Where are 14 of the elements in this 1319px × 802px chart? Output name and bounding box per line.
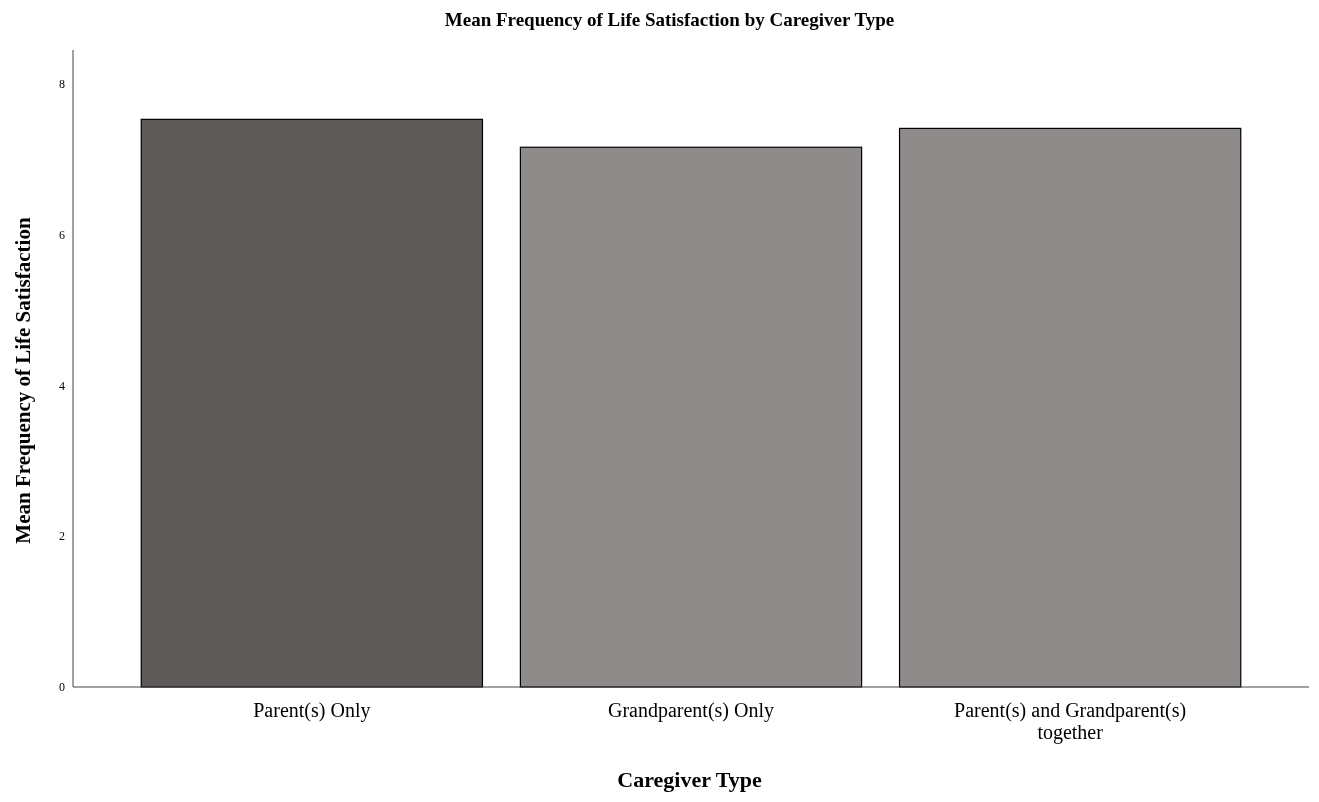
x-axis-title: Caregiver Type [617, 767, 762, 792]
x-tick-label: Parent(s) and Grandparent(s) together [954, 699, 1187, 744]
y-tick-label: 8 [59, 77, 65, 92]
y-tick-label: 4 [59, 378, 65, 393]
bar [519, 146, 863, 688]
y-tick-label: 6 [59, 227, 65, 242]
chart-title: Mean Frequency of Life Satisfaction by Caregiver Type [444, 9, 895, 30]
bar [140, 118, 484, 688]
x-tick-label: Parent(s) Only [253, 699, 371, 722]
y-tick-label: 2 [59, 529, 65, 544]
y-tick-label: 0 [59, 680, 65, 695]
x-tick-label: Grandparent(s) Only [607, 699, 775, 722]
y-axis-title: Mean Frequency of Life Satisfaction [11, 217, 35, 544]
bar [898, 127, 1242, 688]
